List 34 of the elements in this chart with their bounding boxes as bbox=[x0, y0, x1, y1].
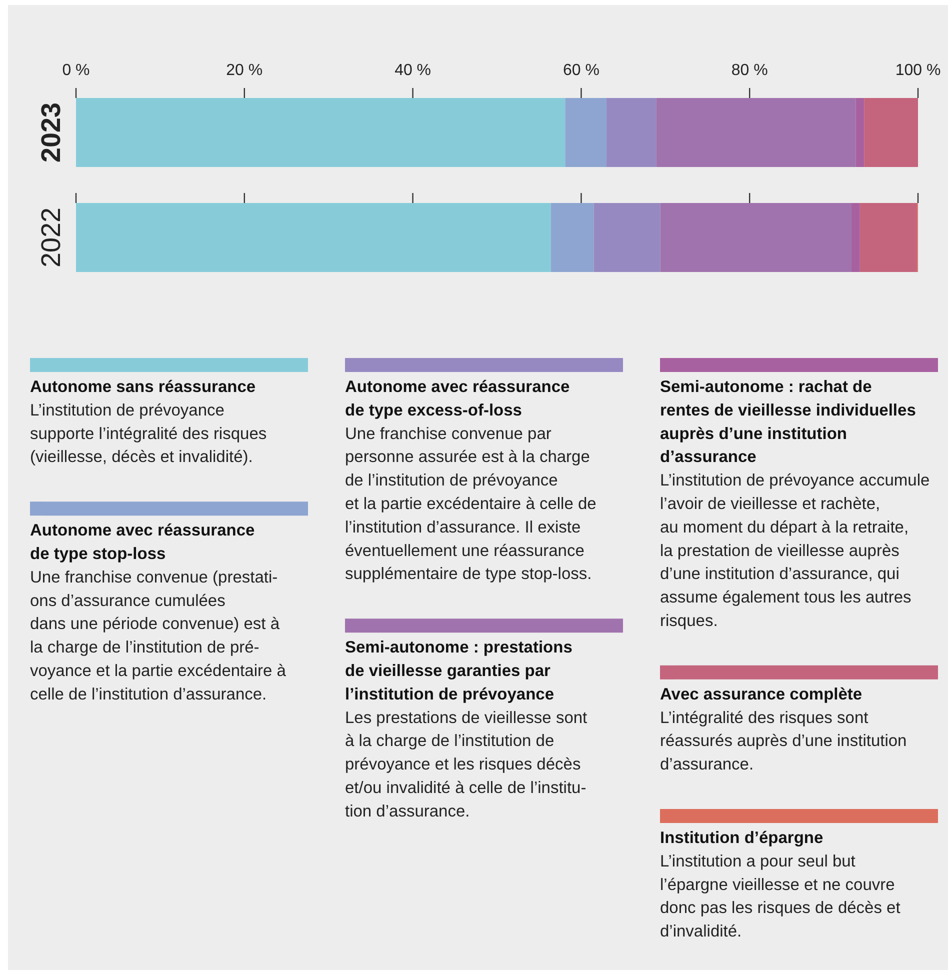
bar bbox=[76, 203, 551, 272]
text: Une franchise convenue par personne assurée est à la charge de l’institution de prévoyance et la partie excédentaire à celle de l’institution d’assurance. Il existe éventuellement une réassurance supplémentaire de type stop-loss. bbox=[345, 424, 596, 584]
x-tick-label: 20 % bbox=[226, 62, 263, 79]
legend-label: Semi-autonome : rachat de rentes de vieillesse individuelles auprès d’une institution d’assurance bbox=[660, 378, 916, 466]
bar bbox=[76, 98, 566, 167]
text: Les prestations de vieillesse sont à la charge de l’institution de prévoyance et les risques décès et/ou invalidité à celle de l’institu- tion d’assurance. bbox=[345, 708, 588, 820]
x-tick-label: 100 % bbox=[895, 62, 941, 79]
x-tick-label: 80 % bbox=[731, 62, 768, 79]
bar bbox=[565, 98, 606, 167]
text: Une franchise convenue (prestati- ons d’assurance cumulées dans une période convenue) est à la charge de l’institution de pré- voyance et la partie excédentaire à celle de l’institution d’assurance. bbox=[30, 568, 287, 704]
bar bbox=[660, 203, 852, 272]
text: L’institution a pour seul but l’épargne vieillesse et ne couvre donc pas les risques de décès et d’invalidité. bbox=[660, 852, 901, 941]
bar bbox=[606, 98, 656, 167]
y-tick-label: 2022 bbox=[36, 207, 66, 268]
bar bbox=[864, 98, 918, 167]
x-tick-label: 60 % bbox=[562, 62, 600, 79]
text: L’institution de prévoyance accumule l’avoir de vieillesse et rachète, au moment du départ à la retraite, la prestation de vieillesse auprès d’une institution d’assurance, qui assume également tous les autres risques. bbox=[660, 472, 930, 630]
legend-label: Avec assurance complète bbox=[660, 685, 862, 704]
legend-label: Institution d’épargne bbox=[660, 829, 824, 847]
y-tick-label: 2023 bbox=[36, 102, 66, 163]
legend-label: Autonome sans réassurance bbox=[30, 378, 256, 396]
bar bbox=[860, 203, 918, 272]
legend-label: Semi-autonome : prestations de vieillesse garanties par l’institution de prévoyance bbox=[345, 638, 572, 704]
bar bbox=[856, 98, 864, 167]
x-tick-label: 0 % bbox=[62, 62, 90, 79]
bar bbox=[594, 203, 660, 272]
bar bbox=[851, 203, 860, 272]
text: L’institution de prévoyance supporte l’intégralité des risques (vieillesse, décès et invalidité). bbox=[30, 401, 267, 466]
text: L’intégralité des risques sont réassurés auprès d’une institution d’assurance. bbox=[660, 708, 907, 774]
legend-label: Autonome avec réassurance de type excess-of-loss bbox=[345, 378, 570, 420]
bar bbox=[550, 203, 594, 272]
x-tick-label: 40 % bbox=[394, 62, 432, 79]
bar bbox=[656, 98, 856, 167]
legend-label: Autonome avec réassurance de type stop-loss bbox=[30, 522, 255, 563]
